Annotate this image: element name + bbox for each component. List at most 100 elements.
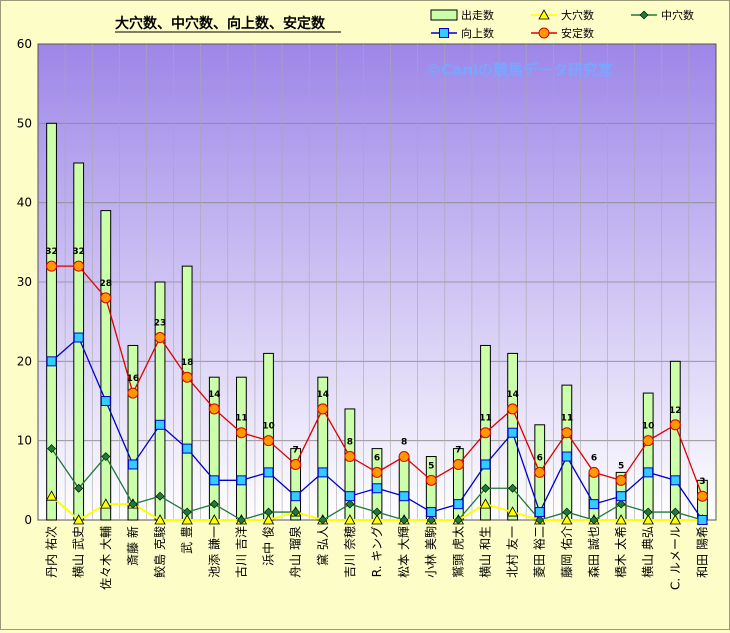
data-label: 23 xyxy=(154,319,167,329)
marker-circle xyxy=(208,403,220,415)
marker-triangle xyxy=(45,490,58,501)
legend-label: 出走数 xyxy=(461,8,494,22)
legend-item: 出走数 xyxy=(430,8,494,22)
marker-diamond xyxy=(535,515,545,525)
marker-diamond xyxy=(182,507,192,517)
marker-circle xyxy=(452,458,464,470)
data-label: 5 xyxy=(428,461,434,471)
marker-triangle xyxy=(100,498,112,509)
marker-diamond xyxy=(345,499,355,509)
data-label: 6 xyxy=(591,453,597,463)
marker-circle xyxy=(642,435,654,447)
marker-diamond xyxy=(639,10,649,20)
x-tick-label: 武 豊 xyxy=(180,526,194,554)
x-tick-label: 鷲頭 虎太 xyxy=(450,526,465,578)
data-label: 7 xyxy=(455,445,461,455)
y-tick-label: 60 xyxy=(17,37,32,51)
x-tick-label: R. キング xyxy=(370,526,384,577)
bar xyxy=(236,376,247,521)
x-tick-label: 橋木 太希 xyxy=(613,526,628,578)
marker-diamond xyxy=(74,483,84,493)
marker-diamond xyxy=(508,483,518,493)
data-label: 18 xyxy=(181,358,194,368)
data-label: 6 xyxy=(537,453,543,463)
legend-label: 中穴数 xyxy=(661,8,694,22)
marker-triangle xyxy=(615,514,627,525)
marker-square xyxy=(616,491,627,502)
x-tick-label: 斎藤 新 xyxy=(125,526,140,566)
line-series xyxy=(45,260,709,525)
x-tick-label: 森田 誠也 xyxy=(586,526,601,578)
marker-diamond xyxy=(372,507,382,517)
bar xyxy=(642,392,654,521)
marker-circle xyxy=(100,292,112,304)
data-label: 14 xyxy=(208,390,221,400)
marker-square xyxy=(46,356,57,367)
marker-triangle xyxy=(506,506,519,517)
bar xyxy=(398,456,410,521)
marker-diamond xyxy=(128,499,138,509)
x-tick-label: 黛 弘人 xyxy=(316,526,330,566)
marker-triangle xyxy=(154,514,166,525)
data-label: 7 xyxy=(293,445,299,455)
marker-triangle xyxy=(344,514,356,525)
marker-circle xyxy=(561,427,573,439)
marker-circle xyxy=(696,490,708,502)
marker-circle xyxy=(181,371,193,383)
y-tick-label: 0 xyxy=(24,513,32,527)
x-tick-label: 横山 和生 xyxy=(478,526,492,578)
marker-triangle xyxy=(479,498,492,509)
marker-square xyxy=(182,443,193,454)
marker-diamond xyxy=(562,507,572,517)
marker-square xyxy=(155,419,166,430)
marker-circle xyxy=(398,451,410,463)
marker-square xyxy=(73,332,84,343)
x-tick-label: 横山 典弘 xyxy=(641,526,655,578)
marker-diamond xyxy=(643,507,653,517)
marker-diamond xyxy=(453,515,463,525)
legend-label: 大穴数 xyxy=(561,8,594,22)
marker-triangle xyxy=(208,514,220,525)
marker-triangle xyxy=(262,514,275,525)
marker-circle xyxy=(534,466,546,478)
y-tick-label: 40 xyxy=(17,196,32,210)
marker-square xyxy=(263,467,274,478)
x-tick-label: 菱田 裕二 xyxy=(532,526,547,578)
watermark: ©Caniの競馬データ研究室 xyxy=(426,61,613,79)
data-label: 5 xyxy=(618,461,624,471)
data-label: 11 xyxy=(235,414,248,424)
marker-square xyxy=(588,499,599,510)
bar xyxy=(127,344,139,521)
data-label: 14 xyxy=(506,390,519,400)
data-label: 14 xyxy=(316,390,329,400)
x-tick-label: 吉川 奈穂 xyxy=(343,526,357,578)
marker-circle xyxy=(507,403,519,415)
marker-diamond xyxy=(47,444,56,454)
x-tick-label: C. ルメール xyxy=(668,526,682,590)
marker-circle xyxy=(344,451,356,463)
data-label: 10 xyxy=(262,422,275,432)
marker-diamond xyxy=(101,452,111,461)
marker-diamond xyxy=(264,507,273,517)
data-labels: 32 32 28 16 23 18 14 11 10 7 14 8 6 8 5 7 11 14 6 11 6 5 10 12 3 xyxy=(45,247,705,487)
marker-diamond xyxy=(291,507,301,517)
x-tick-label: 藤岡 佑介 xyxy=(560,526,574,578)
marker-diamond xyxy=(209,499,219,509)
legend-swatch xyxy=(430,9,458,21)
data-label: 10 xyxy=(642,422,655,432)
legend-label: 向上数 xyxy=(461,26,494,40)
marker-triangle xyxy=(371,514,383,525)
legend-label: 安定数 xyxy=(561,26,594,40)
legend-item: 大穴数 xyxy=(531,8,594,22)
marker-circle xyxy=(588,466,600,478)
marker-triangle xyxy=(181,514,193,525)
marker-square xyxy=(697,515,708,525)
marker-circle xyxy=(669,419,681,431)
y-tick-label: 30 xyxy=(17,275,32,289)
marker-circle xyxy=(425,474,437,486)
x-tick-label: 小林 美駒 xyxy=(424,526,438,578)
marker-square xyxy=(643,467,654,478)
marker-square xyxy=(480,459,491,470)
